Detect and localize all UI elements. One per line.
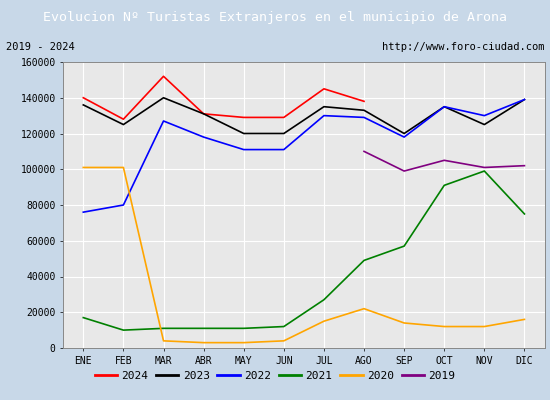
Text: http://www.foro-ciudad.com: http://www.foro-ciudad.com [382, 42, 544, 52]
Text: 2019 - 2024: 2019 - 2024 [6, 42, 74, 52]
Text: Evolucion Nº Turistas Extranjeros en el municipio de Arona: Evolucion Nº Turistas Extranjeros en el … [43, 12, 507, 24]
Legend: 2024, 2023, 2022, 2021, 2020, 2019: 2024, 2023, 2022, 2021, 2020, 2019 [90, 366, 460, 386]
